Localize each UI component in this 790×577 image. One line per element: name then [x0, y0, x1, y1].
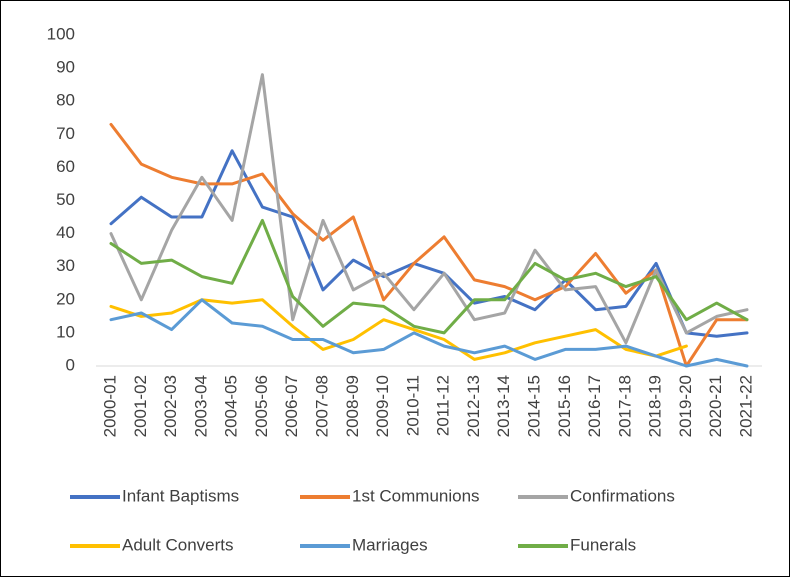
y-tick-label: 80 — [56, 91, 75, 110]
x-tick-label: 2001-02 — [131, 375, 150, 437]
x-tick-label: 2015-16 — [555, 375, 574, 437]
y-tick-label: 50 — [56, 190, 75, 209]
x-tick-label: 2020-21 — [706, 375, 725, 437]
x-tick-label: 2008-09 — [343, 375, 362, 437]
x-tick-label: 2000-01 — [100, 375, 119, 437]
y-tick-label: 10 — [56, 322, 75, 341]
y-tick-label: 70 — [56, 124, 75, 143]
series-line — [109, 73, 749, 345]
legend-label: Confirmations — [570, 486, 675, 505]
y-tick-label: 40 — [56, 223, 75, 242]
y-tick-label: 60 — [56, 157, 75, 176]
x-tick-label: 2005-06 — [252, 375, 271, 437]
x-tick-label: 2018-19 — [646, 375, 665, 437]
x-tick-label: 2013-14 — [494, 375, 513, 437]
legend-label: Infant Baptisms — [122, 486, 239, 505]
x-tick-label: 2012-13 — [464, 375, 483, 437]
x-tick-label: 2006-07 — [282, 375, 301, 437]
series-line — [109, 298, 688, 361]
series-line — [109, 298, 749, 368]
legend-label: 1st Communions — [352, 486, 480, 505]
x-tick-label: 2003-04 — [191, 375, 210, 437]
y-tick-label: 30 — [56, 256, 75, 275]
x-tick-label: 2021-22 — [736, 375, 755, 437]
legend-label: Funerals — [570, 535, 636, 554]
series-line — [109, 218, 749, 335]
x-tick-label: 2014-15 — [524, 375, 543, 437]
x-tick-label: 2017-18 — [615, 375, 634, 437]
x-tick-label: 2007-08 — [312, 375, 331, 437]
x-tick-label: 2010-11 — [403, 375, 422, 436]
legend-label: Adult Converts — [122, 535, 234, 554]
legend-label: Marriages — [352, 535, 428, 554]
x-tick-label: 2002-03 — [161, 375, 180, 437]
x-tick-label: 2009-10 — [373, 375, 392, 437]
x-tick-label: 2004-05 — [222, 375, 241, 437]
y-tick-label: 20 — [56, 289, 75, 308]
x-tick-label: 2011-12 — [434, 375, 453, 436]
y-tick-label: 100 — [47, 24, 75, 43]
x-tick-label: 2016-17 — [585, 375, 604, 437]
y-tick-label: 90 — [56, 58, 75, 77]
y-tick-label: 0 — [66, 355, 75, 374]
x-tick-label: 2019-20 — [676, 375, 695, 437]
